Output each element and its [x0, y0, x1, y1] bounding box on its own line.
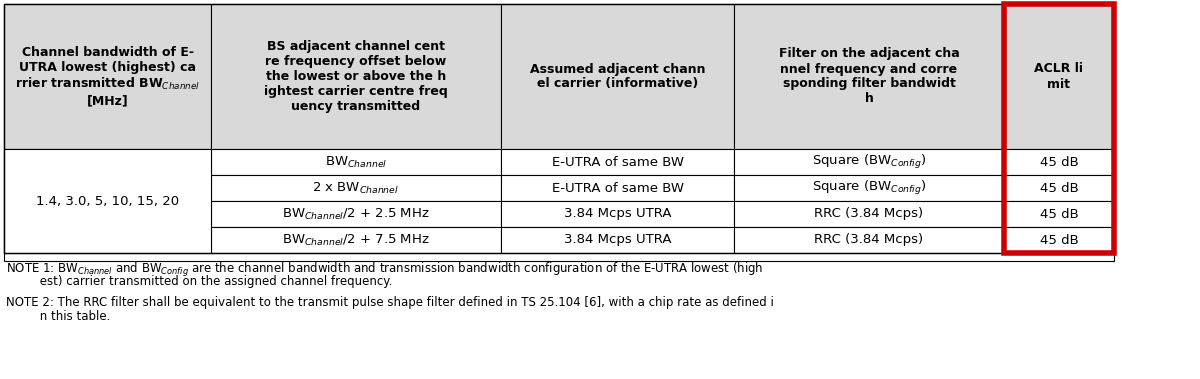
Bar — [4, 4, 1114, 261]
Text: Assumed adjacent chann
el carrier (informative): Assumed adjacent chann el carrier (infor… — [529, 63, 706, 91]
Text: NOTE 1: BW$_{Channel}$ and BW$_{Config}$ are the channel bandwidth and transmiss: NOTE 1: BW$_{Channel}$ and BW$_{Config}$… — [6, 261, 763, 279]
Bar — [502, 175, 734, 201]
Text: 1.4, 3.0, 5, 10, 15, 20: 1.4, 3.0, 5, 10, 15, 20 — [36, 194, 179, 207]
Bar — [734, 201, 1004, 227]
Text: 45 dB: 45 dB — [1039, 207, 1079, 221]
Bar — [734, 149, 1004, 175]
Text: BW$_{Channel}$/2 + 7.5 MHz: BW$_{Channel}$/2 + 7.5 MHz — [282, 232, 430, 247]
Bar — [734, 175, 1004, 201]
Bar — [4, 227, 211, 253]
Bar — [1004, 149, 1114, 175]
Bar — [4, 4, 1114, 253]
Text: 3.84 Mcps UTRA: 3.84 Mcps UTRA — [564, 207, 671, 221]
Text: Channel bandwidth of E-
UTRA lowest (highest) ca
rrier transmitted BW$_{Channel}: Channel bandwidth of E- UTRA lowest (hig… — [16, 46, 200, 107]
Bar — [502, 201, 734, 227]
Bar — [734, 227, 1004, 253]
Bar — [1004, 4, 1114, 149]
Text: NOTE 2: The RRC filter shall be equivalent to the transmit pulse shape filter de: NOTE 2: The RRC filter shall be equivale… — [6, 296, 774, 309]
Text: E-UTRA of same BW: E-UTRA of same BW — [552, 155, 684, 169]
Bar — [4, 149, 211, 175]
Bar — [1004, 227, 1114, 253]
Bar — [734, 4, 1004, 149]
Bar — [211, 149, 502, 175]
Text: Square (BW$_{Config}$): Square (BW$_{Config}$) — [811, 179, 926, 197]
Bar — [1004, 201, 1114, 227]
Bar — [4, 4, 211, 149]
Bar — [211, 175, 502, 201]
Bar — [502, 4, 734, 149]
Bar — [502, 227, 734, 253]
Text: BW$_{Channel}$/2 + 2.5 MHz: BW$_{Channel}$/2 + 2.5 MHz — [282, 207, 430, 222]
Text: RRC (3.84 Mcps): RRC (3.84 Mcps) — [815, 233, 924, 246]
Bar — [211, 201, 502, 227]
Text: 45 dB: 45 dB — [1039, 182, 1079, 194]
Text: n this table.: n this table. — [6, 310, 110, 323]
Bar — [4, 201, 211, 227]
Text: 2 x BW$_{Channel}$: 2 x BW$_{Channel}$ — [312, 180, 400, 196]
Text: Square (BW$_{Config}$): Square (BW$_{Config}$) — [811, 153, 926, 171]
Text: Filter on the adjacent cha
nnel frequency and corre
sponding filter bandwidt
h: Filter on the adjacent cha nnel frequenc… — [779, 47, 959, 105]
Bar — [1004, 175, 1114, 201]
Text: E-UTRA of same BW: E-UTRA of same BW — [552, 182, 684, 194]
Text: BW$_{Channel}$: BW$_{Channel}$ — [325, 155, 388, 169]
Text: RRC (3.84 Mcps): RRC (3.84 Mcps) — [815, 207, 924, 221]
Bar — [211, 4, 502, 149]
Text: ACLR li
mit: ACLR li mit — [1034, 63, 1084, 91]
Text: est) carrier transmitted on the assigned channel frequency.: est) carrier transmitted on the assigned… — [6, 276, 392, 288]
Text: 3.84 Mcps UTRA: 3.84 Mcps UTRA — [564, 233, 671, 246]
Bar — [211, 227, 502, 253]
Bar — [4, 175, 211, 201]
Bar — [502, 149, 734, 175]
Text: 45 dB: 45 dB — [1039, 155, 1079, 169]
Bar — [1004, 4, 1114, 253]
Bar — [4, 149, 211, 253]
Text: 45 dB: 45 dB — [1039, 233, 1079, 246]
Text: BS adjacent channel cent
re frequency offset below
the lowest or above the h
igh: BS adjacent channel cent re frequency of… — [264, 40, 448, 113]
